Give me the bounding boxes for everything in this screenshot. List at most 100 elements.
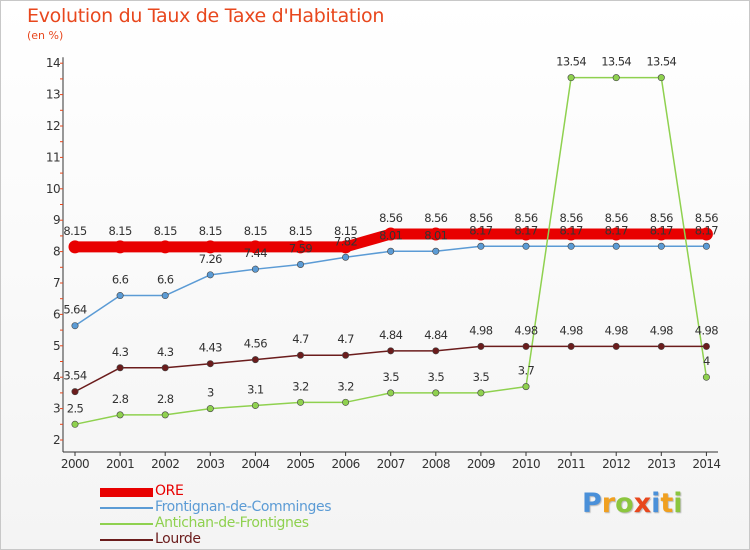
y-tick-label: 5: [53, 339, 60, 353]
data-point-frontignan-de-comminges: [567, 242, 575, 250]
legend-swatch: [100, 487, 153, 497]
data-point-frontignan-de-comminges: [206, 271, 214, 279]
data-label-lourde: 4.56: [244, 337, 267, 351]
logo-letter: r: [601, 488, 616, 519]
x-tick-label: 2008: [422, 457, 450, 471]
logo-letter: i: [673, 488, 683, 519]
data-label-frontignan-de-comminges: 6.6: [112, 273, 129, 287]
data-label-ore: 8.15: [289, 224, 312, 238]
x-tick-label: 2011: [557, 457, 585, 471]
logo-letter: i: [651, 488, 661, 519]
data-label-ore: 8.56: [469, 211, 492, 225]
data-label-ore: 8.15: [244, 224, 267, 238]
data-label-ore: 8.15: [108, 224, 131, 238]
data-point-frontignan-de-comminges: [657, 242, 665, 250]
data-point-ore: [294, 240, 307, 254]
data-label-lourde: 4.84: [379, 328, 402, 342]
data-point-antichan-de-frontignes: [612, 74, 620, 82]
data-label-frontignan-de-comminges: 7.59: [289, 241, 312, 255]
x-tick-label: 2006: [332, 457, 360, 471]
y-tick-label: 7: [53, 276, 60, 290]
data-label-frontignan-de-comminges: 8.17: [514, 223, 537, 237]
data-point-ore: [429, 227, 443, 241]
data-label-ore: 8.56: [514, 211, 537, 225]
data-label-ore: 8.56: [650, 211, 673, 225]
legend-swatch: [100, 507, 153, 509]
data-point-antichan-de-frontignes: [161, 411, 169, 419]
data-label-antichan-de-frontignes: 3.1: [247, 382, 264, 396]
data-point-lourde: [342, 351, 350, 359]
data-point-ore: [248, 240, 262, 254]
logo-letter: o: [615, 488, 634, 519]
y-tick-label: 2: [53, 433, 60, 447]
data-label-lourde: 4.98: [650, 323, 673, 337]
data-label-ore: 8.56: [559, 211, 582, 225]
legend-label: Lourde: [155, 531, 201, 547]
legend-label: Frontignan-de-Comminges: [155, 499, 332, 515]
data-point-lourde: [296, 351, 304, 359]
chart-title: Evolution du Taux de Taxe d'Habitation: [27, 5, 385, 27]
data-label-lourde: 4.98: [605, 323, 628, 337]
data-label-lourde: 4.98: [695, 323, 718, 337]
data-label-antichan-de-frontignes: 2.8: [157, 392, 174, 406]
y-tick-label: 12: [46, 119, 60, 133]
y-tick-label: 9: [53, 213, 60, 227]
data-label-lourde: 4.3: [112, 345, 129, 359]
data-point-antichan-de-frontignes: [567, 74, 575, 82]
legend-label: Antichan-de-Frontignes: [155, 515, 309, 531]
data-point-lourde: [702, 342, 710, 350]
data-point-antichan-de-frontignes: [657, 74, 665, 82]
data-point-frontignan-de-comminges: [612, 242, 620, 250]
data-label-ore: 8.15: [334, 224, 357, 238]
data-label-frontignan-de-comminges: 8.01: [424, 228, 447, 242]
data-point-antichan-de-frontignes: [251, 401, 259, 409]
data-label-lourde: 4.43: [199, 341, 222, 355]
data-point-lourde: [522, 342, 530, 350]
data-label-antichan-de-frontignes: 3.5: [428, 370, 445, 384]
y-tick-label: 11: [46, 150, 60, 164]
data-point-antichan-de-frontignes: [522, 383, 530, 391]
data-label-frontignan-de-comminges: 7.82: [334, 234, 357, 248]
legend-label: ORE: [155, 483, 184, 499]
data-label-lourde: 3.54: [63, 369, 86, 383]
logo-letter: P: [582, 488, 602, 519]
data-point-ore: [68, 240, 82, 254]
data-point-antichan-de-frontignes: [116, 411, 124, 419]
data-label-frontignan-de-comminges: 8.01: [379, 228, 402, 242]
data-label-frontignan-de-comminges: 6.6: [157, 273, 174, 287]
data-point-frontignan-de-comminges: [387, 247, 395, 255]
data-point-lourde: [567, 342, 575, 350]
data-point-frontignan-de-comminges: [477, 242, 485, 250]
data-label-lourde: 4.98: [514, 323, 537, 337]
data-label-ore: 8.56: [424, 211, 447, 225]
data-point-ore: [203, 240, 217, 254]
x-tick-label: 2010: [512, 457, 540, 471]
x-tick-label: 2014: [692, 457, 720, 471]
data-point-antichan-de-frontignes: [342, 398, 350, 406]
legend-swatch: [100, 539, 153, 541]
data-label-antichan-de-frontignes: 3.2: [337, 379, 354, 393]
x-tick-label: 2013: [647, 457, 675, 471]
data-label-antichan-de-frontignes: 13.54: [646, 55, 676, 69]
x-tick-label: 2003: [196, 457, 224, 471]
data-label-ore: 8.56: [379, 211, 402, 225]
chart-subtitle: (en %): [27, 29, 64, 42]
data-label-frontignan-de-comminges: 8.17: [650, 223, 673, 237]
data-point-ore: [474, 227, 488, 241]
data-point-ore: [699, 227, 713, 241]
data-point-ore: [339, 240, 353, 254]
data-label-antichan-de-frontignes: 3.2: [292, 379, 309, 393]
data-label-antichan-de-frontignes: 13.54: [556, 55, 586, 69]
x-tick-label: 2007: [377, 457, 405, 471]
data-point-lourde: [477, 342, 485, 350]
data-label-frontignan-de-comminges: 8.17: [695, 223, 718, 237]
y-tick-label: 10: [46, 182, 60, 196]
data-point-lourde: [387, 347, 395, 355]
y-tick-label: 14: [46, 56, 60, 70]
x-tick-label: 2009: [467, 457, 495, 471]
data-point-antichan-de-frontignes: [296, 398, 304, 406]
data-point-frontignan-de-comminges: [342, 253, 350, 261]
data-point-antichan-de-frontignes: [206, 405, 214, 413]
data-label-frontignan-de-comminges: 5.64: [63, 303, 86, 317]
